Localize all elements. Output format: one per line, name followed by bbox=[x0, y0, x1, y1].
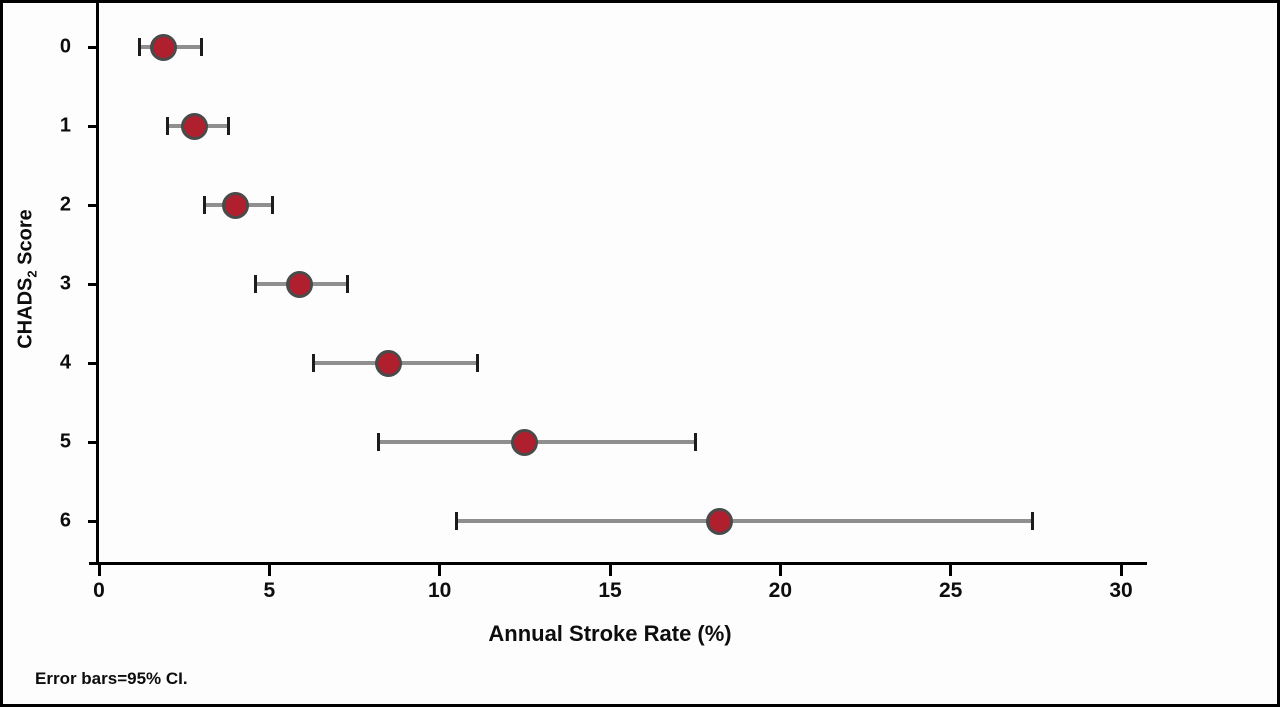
ci-cap-high bbox=[199, 38, 203, 56]
y-tick-mark bbox=[88, 124, 97, 128]
x-tick-mark bbox=[778, 565, 782, 576]
x-tick-mark bbox=[267, 565, 271, 576]
ci-cap-low bbox=[376, 433, 380, 451]
y-tick-label: 2 bbox=[59, 193, 71, 216]
ci-error-bar bbox=[456, 519, 1033, 523]
data-point-dot bbox=[221, 191, 249, 219]
y-axis-title-main: CHADS bbox=[14, 277, 37, 349]
x-tick-label: 30 bbox=[1109, 579, 1133, 602]
data-point-dot bbox=[180, 112, 208, 140]
x-tick-mark bbox=[1119, 565, 1123, 576]
y-tick-label: 0 bbox=[59, 35, 71, 58]
error-bars-note: Error bars=95% CI. bbox=[35, 669, 188, 688]
ci-cap-low bbox=[203, 196, 207, 214]
data-point-dot bbox=[150, 33, 178, 61]
x-tick-label: 10 bbox=[427, 579, 452, 602]
x-tick-label: 25 bbox=[938, 579, 963, 602]
ci-cap-low bbox=[138, 38, 142, 56]
y-axis-title: CHADS2 Score bbox=[15, 209, 40, 349]
x-tick-label: 20 bbox=[768, 579, 793, 602]
y-tick-mark bbox=[88, 361, 97, 365]
data-point-dot bbox=[375, 349, 403, 377]
x-tick-mark bbox=[608, 565, 612, 576]
y-tick-mark bbox=[88, 440, 97, 444]
y-tick-mark bbox=[88, 203, 97, 207]
data-point-dot bbox=[511, 428, 539, 456]
ci-cap-low bbox=[254, 275, 258, 293]
x-tick-label: 5 bbox=[263, 579, 276, 602]
y-tick-mark bbox=[88, 519, 97, 523]
y-tick-label: 4 bbox=[59, 351, 71, 374]
y-tick-label: 1 bbox=[59, 114, 71, 137]
ci-cap-high bbox=[693, 433, 697, 451]
x-axis-line bbox=[89, 562, 1147, 565]
ci-cap-high bbox=[226, 117, 230, 135]
y-tick-label: 5 bbox=[59, 430, 71, 453]
ci-cap-high bbox=[271, 196, 275, 214]
data-point-dot bbox=[286, 270, 314, 298]
y-axis-title-sub: 2 bbox=[24, 270, 40, 278]
y-tick-mark bbox=[88, 282, 97, 286]
y-axis-line bbox=[96, 3, 99, 565]
y-axis-title-rest: Score bbox=[14, 209, 37, 271]
data-point-dot bbox=[705, 507, 733, 535]
y-tick-mark bbox=[88, 45, 97, 49]
x-axis-title: Annual Stroke Rate (%) bbox=[488, 621, 732, 646]
ci-cap-high bbox=[475, 354, 479, 372]
x-tick-mark bbox=[949, 565, 953, 576]
x-tick-mark bbox=[438, 565, 442, 576]
y-tick-label: 3 bbox=[59, 272, 71, 295]
ci-cap-low bbox=[312, 354, 316, 372]
x-tick-label: 15 bbox=[598, 579, 622, 602]
ci-cap-low bbox=[455, 512, 459, 530]
y-tick-label: 6 bbox=[59, 509, 71, 532]
ci-cap-high bbox=[346, 275, 350, 293]
ci-cap-high bbox=[1030, 512, 1034, 530]
x-tick-label: 0 bbox=[93, 579, 105, 602]
x-tick-mark bbox=[97, 565, 101, 576]
ci-cap-low bbox=[165, 117, 169, 135]
